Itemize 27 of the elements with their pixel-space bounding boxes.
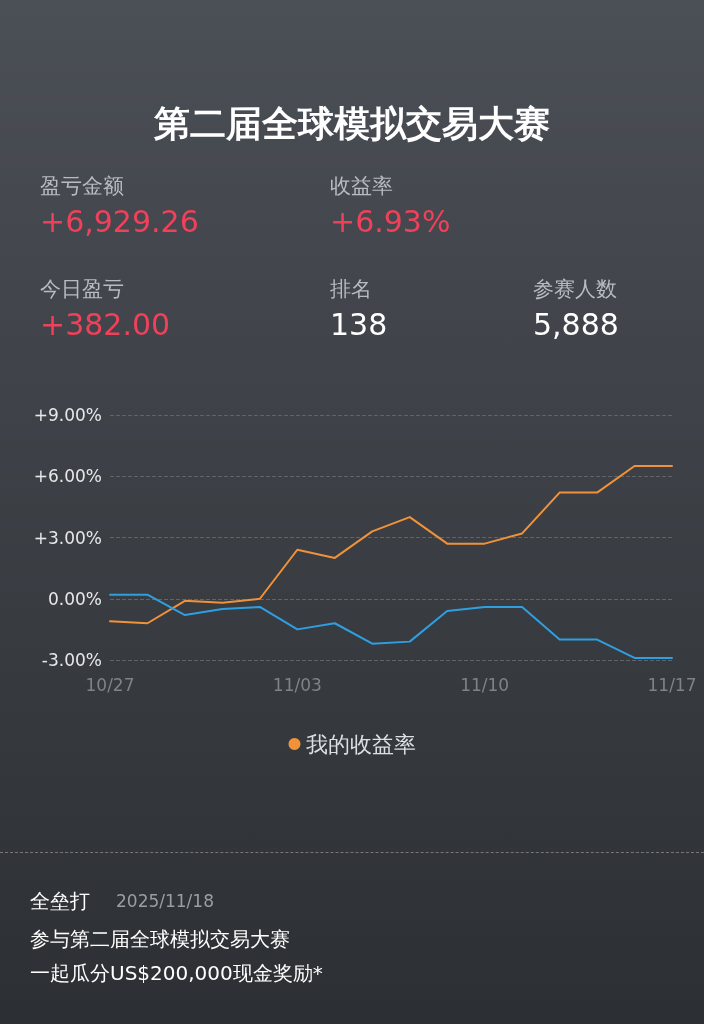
- y-tick-label: +6.00%: [33, 466, 102, 487]
- line-series: [109, 593, 673, 659]
- text: 全垒打: [30, 888, 90, 915]
- text: +6,929.26: [40, 204, 199, 239]
- chart-title: 第二届全球模拟交易大赛: [153, 102, 551, 146]
- x-tick-label: 11/03: [272, 674, 322, 695]
- text: 盈亏金额: [40, 173, 124, 200]
- text: 排名: [330, 276, 372, 303]
- text: 138: [330, 307, 388, 342]
- x-tick-label: 11/17: [647, 674, 697, 695]
- y-tick-label: 0.00%: [47, 588, 102, 609]
- text: +382.00: [40, 307, 171, 342]
- text: 2025/11/18: [116, 891, 214, 911]
- y-tick-label: +3.00%: [33, 527, 102, 548]
- text: 参与第二届全球模拟交易大赛: [30, 926, 290, 953]
- legend-label: 我的收益率: [305, 731, 416, 757]
- line-series: [109, 465, 673, 625]
- text: +6.93%: [330, 204, 451, 239]
- text: 今日盈亏: [40, 276, 124, 303]
- text: 收益率: [330, 173, 393, 200]
- text: 5,888: [533, 307, 619, 342]
- text: 参赛人数: [533, 276, 617, 303]
- text: 一起瓜分US$200,000现金奖励*: [30, 960, 323, 987]
- y-tick-label: -3.00%: [41, 650, 102, 670]
- x-tick-label: 11/10: [460, 674, 510, 695]
- x-tick-label: 10/27: [85, 674, 135, 695]
- y-tick-label: +9.00%: [33, 405, 102, 425]
